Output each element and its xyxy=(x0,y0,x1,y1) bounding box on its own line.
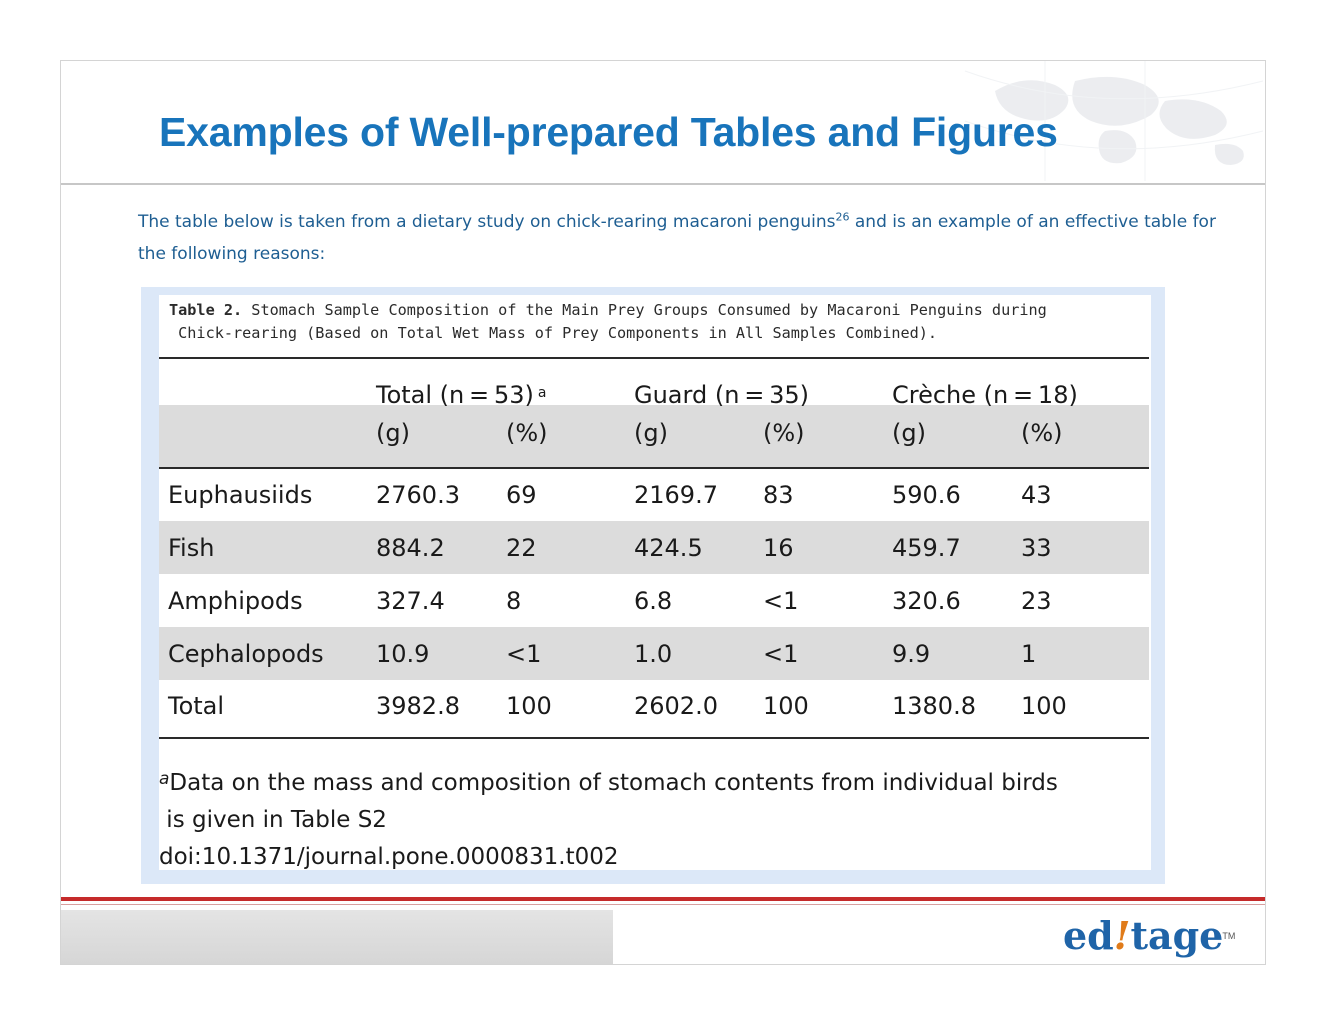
table-figure: Table 2. Stomach Sample Composition of t… xyxy=(141,287,1165,884)
table-cell: 2760.3 xyxy=(376,481,460,509)
table-bottom-rule xyxy=(159,737,1149,739)
unit-header: (g) xyxy=(634,419,668,447)
table-cell: 83 xyxy=(763,481,794,509)
table-cell: 1.0 xyxy=(634,640,673,668)
footer-red-rule xyxy=(61,897,1265,901)
logo-text-tage: tage xyxy=(1130,913,1224,958)
group-header-creche: Crèche (n = 18) xyxy=(892,381,1078,409)
table-caption: Table 2. Stomach Sample Composition of t… xyxy=(169,299,1144,345)
table-cell: <1 xyxy=(763,640,799,668)
table-cell: 2602.0 xyxy=(634,692,718,720)
trademark-mark: TM xyxy=(1222,931,1236,941)
citation-number: 26 xyxy=(835,210,850,224)
logo-text-ed: ed xyxy=(1063,913,1114,958)
logo-exclamation: ! xyxy=(1113,913,1131,958)
row-label: Total xyxy=(168,692,225,720)
table-cell: 3982.8 xyxy=(376,692,460,720)
page-title: Examples of Well-prepared Tables and Fig… xyxy=(159,109,1058,155)
table-cell: 327.4 xyxy=(376,587,445,615)
table-cell: 320.6 xyxy=(892,587,961,615)
table-top-rule xyxy=(159,357,1149,359)
header-unit-shade xyxy=(159,405,1149,467)
table-cell: 23 xyxy=(1021,587,1052,615)
editage-logo: ed!tage TM xyxy=(1063,913,1235,959)
table-caption-line2: Chick-rearing (Based on Total Wet Mass o… xyxy=(169,324,938,342)
table-cell: 459.7 xyxy=(892,534,961,562)
footnote-marker: a xyxy=(159,769,170,789)
unit-header: (%) xyxy=(1021,419,1063,447)
row-shade-cephalopods xyxy=(159,627,1149,680)
row-label: Cephalopods xyxy=(168,640,324,668)
table-cell: 8 xyxy=(506,587,522,615)
table-cell: 22 xyxy=(506,534,537,562)
table-cell: 424.5 xyxy=(634,534,703,562)
world-map-decoration xyxy=(964,61,1264,181)
slide: Examples of Well-prepared Tables and Fig… xyxy=(60,60,1266,965)
unit-header: (%) xyxy=(506,419,548,447)
unit-header: (g) xyxy=(376,419,410,447)
table-cell: 100 xyxy=(1021,692,1067,720)
table-cell: 43 xyxy=(1021,481,1052,509)
table-cell: <1 xyxy=(506,640,542,668)
table-cell: 884.2 xyxy=(376,534,445,562)
table-footnote: aData on the mass and composition of sto… xyxy=(159,765,1149,876)
table-cell: 33 xyxy=(1021,534,1052,562)
intro-text-after: and is an example of an effective table … xyxy=(138,212,1216,264)
row-label: Fish xyxy=(168,534,215,562)
intro-paragraph: The table below is taken from a dietary … xyxy=(138,206,1248,270)
footnote-line2: is given in Table S2 xyxy=(159,807,387,833)
unit-header: (%) xyxy=(763,419,805,447)
doi-text: doi:10.1371/journal.pone.0000831.t002 xyxy=(159,844,619,870)
table-cell: 10.9 xyxy=(376,640,430,668)
group-header-guard: Guard (n = 35) xyxy=(634,381,809,409)
table-cell: 590.6 xyxy=(892,481,961,509)
footer-band xyxy=(61,910,613,964)
unit-header: (g) xyxy=(892,419,926,447)
table-cell: 9.9 xyxy=(892,640,931,668)
table-cell: 1 xyxy=(1021,640,1037,668)
intro-text-before: The table below is taken from a dietary … xyxy=(138,212,836,232)
table-caption-line1: Stomach Sample Composition of the Main P… xyxy=(242,301,1047,319)
table-cell: 100 xyxy=(763,692,809,720)
row-label: Amphipods xyxy=(168,587,303,615)
group-header-total: Total (n = 53) a xyxy=(376,381,546,409)
footer-thin-rule xyxy=(61,904,1265,905)
table-cell: 2169.7 xyxy=(634,481,718,509)
title-divider xyxy=(61,183,1265,185)
group-header-total-label: Total (n = 53) xyxy=(376,381,534,409)
table-cell: 6.8 xyxy=(634,587,673,615)
table-header-rule xyxy=(159,467,1149,469)
table-cell: 69 xyxy=(506,481,537,509)
table-cell: 16 xyxy=(763,534,794,562)
footnote-marker-a: a xyxy=(537,385,547,401)
table-cell: 100 xyxy=(506,692,552,720)
table-figure-inner: Table 2. Stomach Sample Composition of t… xyxy=(159,295,1151,870)
table-caption-label: Table 2. xyxy=(169,301,243,319)
table-cell: <1 xyxy=(763,587,799,615)
table-cell: 1380.8 xyxy=(892,692,976,720)
row-label: Euphausiids xyxy=(168,481,313,509)
footnote-line1: Data on the mass and composition of stom… xyxy=(169,770,1058,796)
row-shade-fish xyxy=(159,521,1149,574)
